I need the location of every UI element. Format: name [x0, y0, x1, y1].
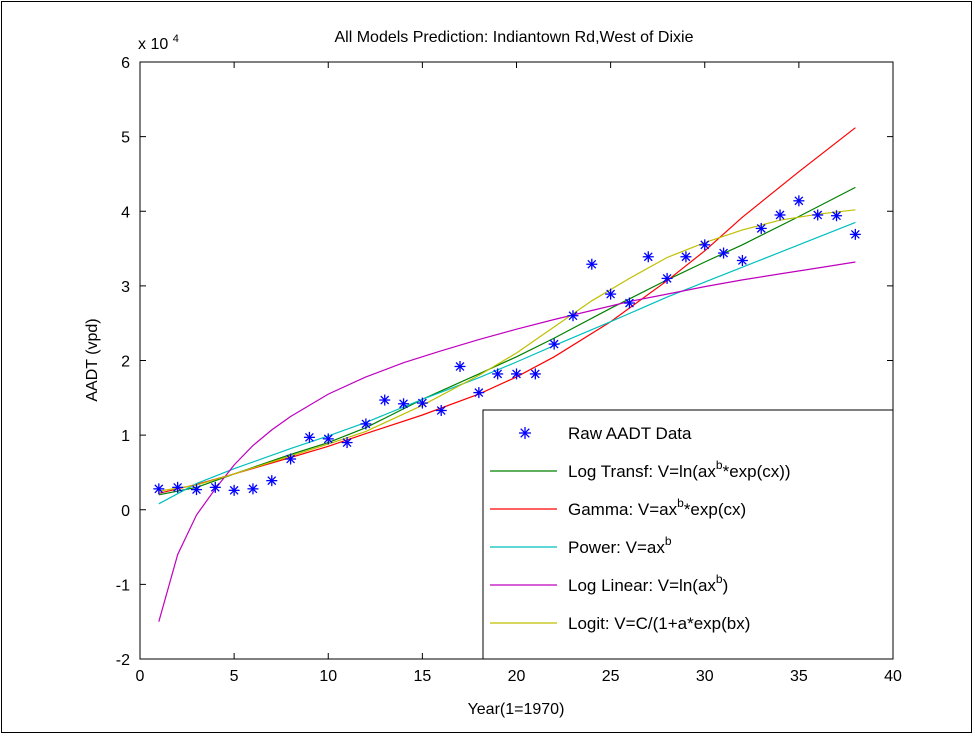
- raw-data-point: [228, 484, 240, 496]
- y-tick-label: 5: [121, 130, 130, 147]
- raw-data-point: [812, 209, 824, 221]
- raw-data-point: [303, 431, 315, 443]
- legend-label-2: Gamma: V=axb*exp(cx): [568, 496, 746, 519]
- x-tick-label: 10: [319, 668, 337, 685]
- legend-label-raw: Raw AADT Data: [568, 424, 692, 443]
- raw-data-point: [511, 368, 522, 380]
- raw-data-point: [285, 453, 297, 465]
- raw-data-point: [416, 397, 428, 409]
- y-tick-label: 0: [121, 503, 130, 520]
- x-tick-label: 20: [508, 668, 526, 685]
- raw-data-point: [849, 228, 861, 240]
- raw-data-point: [567, 310, 579, 322]
- raw-data-point: [172, 481, 184, 493]
- y-multiplier-exponent: 4: [173, 33, 179, 45]
- raw-data-point: [623, 297, 635, 309]
- raw-data-point: [153, 483, 165, 495]
- raw-data-point: [492, 368, 504, 380]
- raw-data-point: [605, 288, 617, 300]
- raw-data-point: [774, 209, 786, 221]
- y-tick-label: 3: [121, 279, 130, 296]
- y-tick-label: 1: [121, 428, 130, 445]
- legend-label-5: Logit: V=C/(1+a*exp(bx): [568, 614, 750, 633]
- y-tick-label: 6: [121, 55, 130, 72]
- y-axis-label: AADT (vpd): [84, 318, 101, 401]
- raw-data-point: [680, 251, 692, 263]
- x-tick-label: 30: [696, 668, 714, 685]
- legend-label-1: Log Transf: V=ln(axb*exp(cx)): [568, 458, 791, 481]
- raw-data-point: [190, 484, 202, 496]
- raw-data-point: [718, 247, 730, 259]
- raw-data-point: [793, 195, 805, 207]
- legend-marker-raw: [519, 427, 531, 439]
- raw-data-point: [831, 210, 843, 222]
- raw-data-point: [322, 433, 334, 445]
- y-multiplier-label: x 10 4: [138, 33, 179, 53]
- raw-data-point: [661, 272, 673, 284]
- raw-data-point: [755, 222, 767, 234]
- x-tick-label: 5: [230, 668, 239, 685]
- x-axis-label: Year(1=1970): [468, 701, 565, 718]
- y-tick-label: -1: [116, 577, 130, 594]
- raw-data-point: [529, 368, 541, 380]
- series-line-5: [158, 209, 856, 492]
- raw-data-point: [699, 239, 711, 251]
- x-tick-label: 0: [136, 668, 145, 685]
- raw-data-point: [454, 360, 466, 372]
- raw-data-point: [586, 258, 598, 270]
- raw-data-point: [473, 387, 485, 399]
- x-tick-label: 40: [884, 668, 902, 685]
- y-multiplier-base: x 10: [138, 36, 168, 53]
- raw-data-point: [266, 475, 278, 487]
- raw-data-point: [548, 338, 560, 350]
- raw-data-point: [398, 398, 410, 410]
- x-tick-label: 35: [790, 668, 808, 685]
- chart-title: All Models Prediction: Indiantown Rd,Wes…: [335, 29, 694, 46]
- y-tick-label: 2: [121, 354, 130, 371]
- series-line-4: [158, 261, 856, 622]
- raw-data-point: [736, 255, 748, 267]
- x-tick-label: 25: [602, 668, 620, 685]
- raw-data-point: [209, 481, 221, 493]
- y-tick-label: -2: [116, 652, 130, 669]
- legend-box: [482, 409, 894, 660]
- raw-data-point: [247, 483, 259, 495]
- raw-data-markers: [153, 195, 861, 496]
- y-tick-label: 4: [121, 204, 130, 221]
- x-tick-label: 15: [413, 668, 431, 685]
- raw-data-point: [360, 418, 372, 430]
- raw-data-point: [379, 394, 391, 406]
- raw-data-point: [435, 404, 447, 416]
- legend-label-3: Power: V=axb: [568, 534, 672, 557]
- chart-legend: Raw AADT Data Log Transf: V=ln(axb*exp(cx…: [482, 409, 894, 660]
- raw-data-point: [341, 437, 353, 449]
- legend-label-4: Log Linear: V=ln(axb): [568, 572, 728, 595]
- raw-data-point: [642, 251, 654, 263]
- series-line-2: [158, 127, 856, 494]
